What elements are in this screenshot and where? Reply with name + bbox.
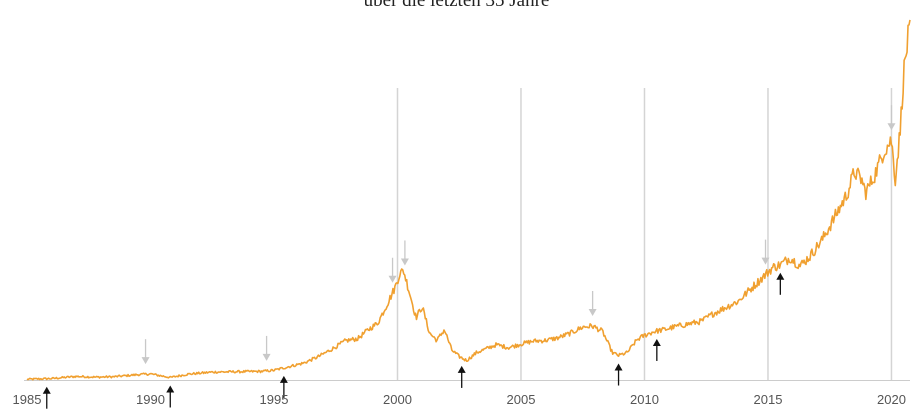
up-arrow-head [42, 386, 51, 394]
x-tick-label-1995: 1995 [260, 392, 289, 407]
series-line [26, 19, 911, 381]
up-arrow-head [279, 375, 288, 383]
up-arrow-3 [457, 365, 466, 388]
up-arrow-head [776, 272, 785, 280]
down-arrow-11 [588, 291, 597, 316]
down-arrow-head [400, 258, 409, 266]
down-arrow-head [388, 275, 397, 283]
x-tick-label-2010: 2010 [630, 392, 659, 407]
up-arrow-head [457, 365, 466, 373]
up-arrow-2 [279, 375, 288, 398]
chart-title: über die letzten 35 Jahre [363, 0, 550, 11]
x-tick-label-2015: 2015 [754, 392, 783, 407]
down-arrow-12 [761, 239, 770, 265]
x-axis-ticks-group: 1985 1990 1995 2000 2005 2010 2015 2020 [13, 392, 906, 407]
up-arrow-0 [42, 386, 51, 409]
x-tick-label-2020: 2020 [877, 392, 906, 407]
down-arrow-8 [262, 335, 271, 361]
up-arrow-1 [166, 385, 175, 408]
down-arrow-head [887, 123, 896, 131]
x-tick-label-1985: 1985 [13, 392, 42, 407]
annotations-group [42, 105, 896, 409]
down-arrow-head [761, 257, 770, 265]
up-arrow-head [614, 363, 623, 371]
up-arrow-head [166, 385, 175, 393]
down-arrow-10 [400, 240, 409, 266]
gridlines-group [396, 88, 893, 380]
down-arrow-head [588, 309, 597, 316]
down-arrow-7 [141, 339, 150, 365]
up-arrow-4 [614, 363, 623, 386]
up-arrow-head [652, 338, 661, 346]
x-tick-label-2005: 2005 [507, 392, 536, 407]
up-arrow-5 [652, 338, 661, 361]
down-arrow-9 [388, 257, 397, 283]
down-arrow-head [141, 357, 150, 365]
down-arrow-head [262, 353, 271, 361]
up-arrow-6 [776, 272, 785, 295]
x-tick-label-1990: 1990 [136, 392, 165, 407]
down-arrow-13 [887, 105, 896, 131]
x-tick-label-2000: 2000 [383, 392, 412, 407]
